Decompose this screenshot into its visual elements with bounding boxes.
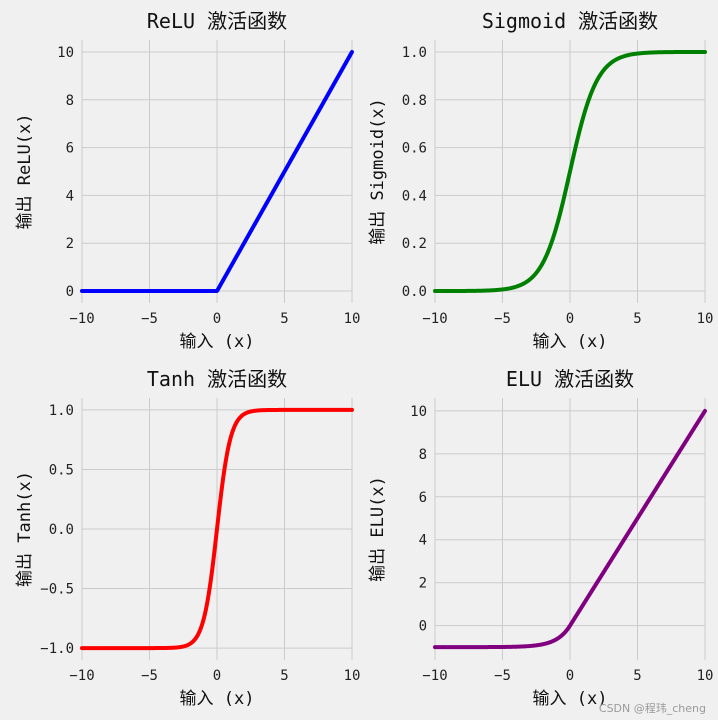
x-tick-label: −10 [422, 668, 447, 684]
x-tick-label: 5 [633, 668, 641, 684]
y-tick-label: 1.0 [402, 45, 427, 61]
x-tick-label: 10 [697, 668, 714, 684]
x-axis-label: 输入 (x) [180, 689, 255, 709]
y-tick-label: 8 [419, 447, 427, 463]
x-tick-label: 5 [280, 311, 288, 327]
y-tick-label: 4 [419, 533, 427, 549]
y-tick-label: 4 [66, 188, 74, 204]
y-tick-label: 0.4 [402, 188, 427, 204]
x-tick-label: 0 [213, 668, 221, 684]
x-tick-label: −10 [422, 311, 447, 327]
x-tick-label: 10 [697, 311, 714, 327]
y-tick-label: 0.6 [402, 141, 427, 157]
x-tick-label: 10 [344, 311, 361, 327]
subplot-title: ELU 激活函数 [506, 367, 634, 391]
y-axis-label: 输出 ELU(x) [368, 476, 388, 582]
series-line-elu [433, 408, 707, 650]
y-tick-label: 8 [66, 93, 74, 109]
y-tick-label: 0.0 [402, 284, 427, 300]
y-tick-label: 6 [419, 490, 427, 506]
y-tick-label: 1.0 [49, 403, 74, 419]
y-tick-label: 0.8 [402, 93, 427, 109]
x-tick-label: −10 [69, 311, 94, 327]
x-tick-label: 0 [213, 311, 221, 327]
y-tick-label: 0.0 [49, 522, 74, 538]
subplot-title: ReLU 激活函数 [147, 9, 287, 33]
y-axis-label: 输出 Tanh(x) [15, 471, 35, 587]
series-line-relu [80, 49, 354, 294]
series-line-sigmoid [433, 49, 707, 294]
y-tick-label: −1.0 [40, 641, 74, 657]
x-tick-label: 5 [280, 668, 288, 684]
y-tick-label: 6 [66, 141, 74, 157]
y-axis-label: 输出 ReLU(x) [15, 114, 35, 230]
y-tick-label: 0 [66, 284, 74, 300]
subplot-title: Tanh 激活函数 [147, 367, 287, 391]
subplot-title: Sigmoid 激活函数 [482, 9, 658, 33]
y-tick-label: 0.2 [402, 236, 427, 252]
x-tick-label: 5 [633, 311, 641, 327]
x-axis-label: 输入 (x) [533, 689, 608, 709]
x-tick-label: 0 [566, 311, 574, 327]
y-tick-label: 2 [419, 576, 427, 592]
series-line-tanh [80, 407, 354, 651]
x-tick-label: 10 [344, 668, 361, 684]
y-axis-label: 输出 Sigmoid(x) [368, 98, 388, 245]
subplot-sigmoid: −10 −5 0 5 10 0.0 0.2 0.4 0.6 0.8 1.0 Sigmoid 激活函数输… [368, 9, 713, 352]
x-tick-label: −10 [69, 668, 94, 684]
watermark: CSDN @程玮_cheng [598, 702, 706, 715]
x-tick-label: −5 [494, 311, 511, 327]
y-tick-label: 10 [57, 45, 74, 61]
x-axis-label: 输入 (x) [180, 332, 255, 352]
y-tick-label: 10 [410, 404, 427, 420]
x-tick-label: −5 [141, 668, 158, 684]
y-tick-label: 0.5 [49, 462, 74, 478]
y-tick-label: −0.5 [40, 582, 74, 598]
y-tick-label: 2 [66, 236, 74, 252]
x-tick-label: 0 [566, 668, 574, 684]
x-tick-label: −5 [141, 311, 158, 327]
y-tick-label: 0 [419, 619, 427, 635]
x-tick-label: −5 [494, 668, 511, 684]
x-axis-label: 输入 (x) [533, 332, 608, 352]
